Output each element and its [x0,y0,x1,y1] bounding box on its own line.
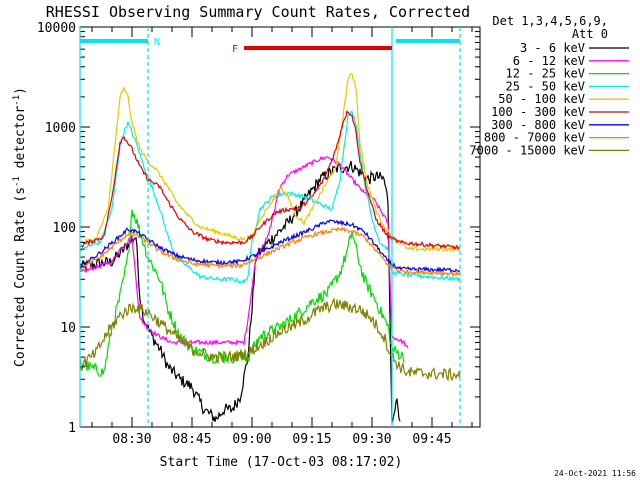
x-tick-label: 09:30 [352,432,391,447]
legend-header-line-2: Att 0 [572,27,608,41]
x-tick-label: 09:45 [412,432,451,447]
series-line-800-7000-kev-kev [80,226,461,277]
series-line-100-300-kev-kev [80,110,461,251]
x-tick-label: 08:45 [172,432,211,447]
y-tick-label: 10000 [37,21,76,36]
legend-label: 12 - 25 keV [506,67,585,81]
series-line-3-6-kev-kev [80,160,401,423]
x-axis-label: Start Time (17-Oct-03 08:17:02) [160,455,403,470]
y-tick-label: 10 [60,321,76,336]
series-line-7000-15000-kev-kev [80,297,461,382]
flag-label-n: N [154,37,160,48]
y-tick-label: 1000 [45,121,76,136]
series-line-6-12-kev-kev [80,155,409,349]
legend-label: 50 - 100 keV [498,92,585,106]
y-axis-label-sup2: -1 [12,95,22,106]
flag-label-f: F [232,44,238,55]
legend-label: 300 - 800 keV [491,118,585,132]
legend-label: 3 - 6 keV [520,41,585,55]
y-tick-label: 1 [68,421,76,436]
x-tick-label: 09:00 [232,432,271,447]
x-tick-label: 08:30 [112,432,151,447]
legend-label: 6 - 12 keV [513,54,585,68]
legend-label: 25 - 50 keV [506,79,585,93]
legend-label: 800 - 7000 keV [484,131,585,145]
y-axis-label: Corrected Count Rate (s-1 detector-1) [12,87,28,367]
x-tick-label: 09:15 [292,432,331,447]
y-axis-label-end: ) [13,87,28,95]
chart-timestamp: 24-Oct-2021 11:56 [554,469,636,478]
series-line-300-800-kev-kev [80,219,461,273]
series-line-25-50-kev-kev [80,110,461,284]
y-tick-label: 100 [53,221,76,236]
legend-label: 100 - 300 keV [491,105,585,119]
plot-area: 1 10 100 1000 10000 08:30 08:45 09:00 09:15 09:30… [37,21,481,447]
y-axis-label-main: Corrected Count Rate (s [13,187,28,367]
y-axis-label-mid: detector [13,106,28,177]
series-line-12-25-kev-kev [80,209,405,377]
legend-label: 7000 - 15000 keV [469,143,585,157]
chart-title: RHESSI Observing Summary Count Rates, Co… [46,3,470,21]
legend-header-line-1: Det 1,3,4,5,6,9, [492,14,608,28]
series-lines [80,72,461,423]
y-axis-label-sup1: -1 [12,176,22,187]
